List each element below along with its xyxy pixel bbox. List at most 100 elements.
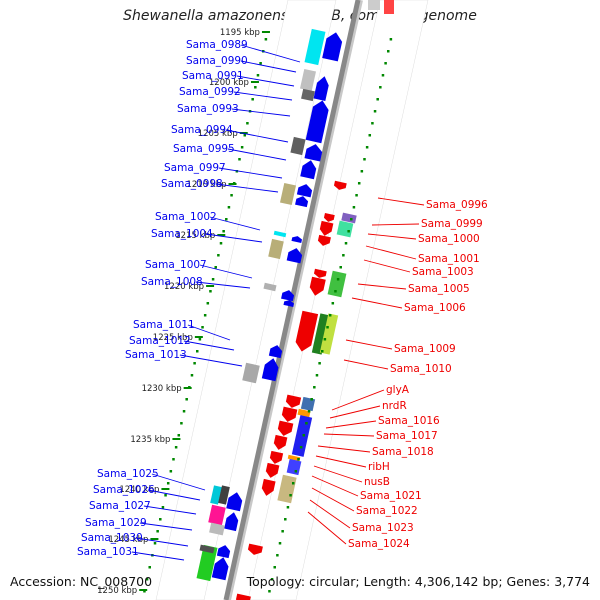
- ruler-dot: [264, 38, 268, 41]
- ruler-dot: [294, 470, 298, 473]
- right-feature-label: Sama_1000: [418, 233, 480, 245]
- feature-block: [242, 362, 260, 384]
- feature-block: [263, 282, 277, 292]
- ruler-dot: [318, 362, 321, 365]
- ruler-dot: [373, 110, 377, 113]
- ruler-dot: [209, 290, 212, 293]
- features: [196, 0, 394, 600]
- forward-gene: [304, 144, 323, 162]
- right-feature-label: Sama_1006: [404, 302, 466, 314]
- reverse-gene: [277, 420, 294, 436]
- forward-gene: [295, 196, 309, 208]
- leader-line: [218, 167, 283, 179]
- feature-block: [273, 230, 287, 238]
- ruler-dot: [387, 50, 390, 53]
- ruler-dot: [384, 62, 387, 65]
- ruler-dot: [379, 86, 382, 89]
- feature-block: [286, 458, 302, 476]
- right-feature-label: glyA: [386, 384, 410, 396]
- reverse-gene: [295, 310, 319, 352]
- ruler-dot: [259, 62, 262, 65]
- ruler-dot: [284, 518, 287, 521]
- leader-line: [187, 324, 231, 341]
- ruler-dot: [198, 338, 202, 341]
- ruler-dot: [190, 374, 194, 377]
- forward-gene: [224, 512, 239, 532]
- tick-label: 1245 kbp: [108, 535, 148, 545]
- leader-line: [377, 197, 425, 206]
- left-feature-label: Sama_1012: [129, 335, 191, 347]
- feature-block: [209, 522, 225, 536]
- leader-line: [195, 281, 251, 289]
- left-feature-label: Sama_0989: [186, 39, 248, 51]
- feature-block: [301, 88, 315, 102]
- scale-ticks: 1195 kbp 1200 kbp 1205 kbp 1210 kbp 1215 kbp…: [97, 28, 393, 596]
- leader-line: [309, 499, 351, 529]
- ruler-dot: [230, 194, 233, 197]
- forward-gene: [281, 290, 295, 302]
- right-feature-label: ribH: [368, 461, 390, 473]
- leader-line: [240, 44, 301, 63]
- leader-line: [357, 283, 407, 290]
- leader-line: [307, 511, 347, 545]
- ruler-dot: [363, 158, 366, 161]
- ruler-dot: [225, 218, 228, 221]
- ruler-dot: [315, 374, 319, 377]
- ruler-dot: [355, 194, 358, 197]
- tick-label: 1250 kbp: [97, 586, 137, 596]
- forward-gene: [322, 32, 343, 62]
- ruler-dot: [365, 146, 369, 149]
- feature-block: [341, 212, 357, 224]
- forward-gene: [291, 236, 303, 244]
- left-feature-label: Sama_1004: [151, 228, 213, 240]
- leader-line: [311, 487, 355, 512]
- ruler-dot: [185, 398, 188, 401]
- leader-line: [371, 223, 420, 226]
- reverse-gene: [265, 462, 280, 478]
- left-feature-label: Sama_0995: [173, 143, 235, 155]
- forward-gene: [286, 248, 303, 264]
- leader-line: [351, 297, 403, 309]
- ruler-dot: [297, 458, 300, 461]
- ruler-dot: [169, 470, 173, 473]
- leader-line: [151, 473, 206, 491]
- leader-line: [227, 148, 287, 161]
- ruler-dot: [371, 122, 374, 125]
- left-feature-label: Sama_1013: [125, 349, 187, 361]
- right-feature-label: Sama_1017: [376, 430, 438, 442]
- right-feature-label: Sama_1023: [352, 522, 414, 534]
- leader-line: [317, 445, 371, 453]
- left-feature-label: Sama_1029: [85, 517, 147, 529]
- right-feature-label: nusB: [364, 476, 390, 488]
- leader-line: [343, 359, 389, 370]
- left-feature-label: Sama_0998: [161, 178, 223, 190]
- ruler-dot: [180, 422, 183, 425]
- ruler-dot: [331, 302, 335, 305]
- ruler-dot: [254, 86, 257, 89]
- ruler-dot: [328, 314, 332, 317]
- leader-line: [323, 433, 375, 437]
- forward-gene: [211, 557, 229, 581]
- ruler-dot: [159, 518, 162, 521]
- ruler-dot: [336, 278, 340, 281]
- left-feature-label: Sama_0994: [171, 124, 233, 136]
- left-feature-label: Sama_1011: [133, 319, 195, 331]
- forward-gene: [305, 100, 329, 144]
- leader-line: [325, 420, 377, 429]
- leader-line: [147, 489, 201, 501]
- left-feature-label: Sama_0992: [179, 86, 241, 98]
- ruler-dot: [342, 254, 345, 257]
- reverse-gene: [235, 593, 251, 600]
- ruler-dot: [326, 326, 329, 329]
- ruler-dot: [164, 494, 167, 497]
- tick-label: 1205 kbp: [198, 129, 238, 139]
- right-feature-label: Sama_1005: [408, 283, 470, 295]
- ruler-dot: [360, 170, 364, 173]
- ruler-dot: [310, 398, 313, 401]
- ruler-dot: [268, 590, 271, 593]
- ruler-dot: [156, 530, 159, 533]
- reverse-gene: [313, 268, 327, 278]
- left-feature-label: Sama_0997: [164, 162, 226, 174]
- forward-gene: [226, 492, 243, 512]
- tick-label: 1220 kbp: [164, 282, 204, 292]
